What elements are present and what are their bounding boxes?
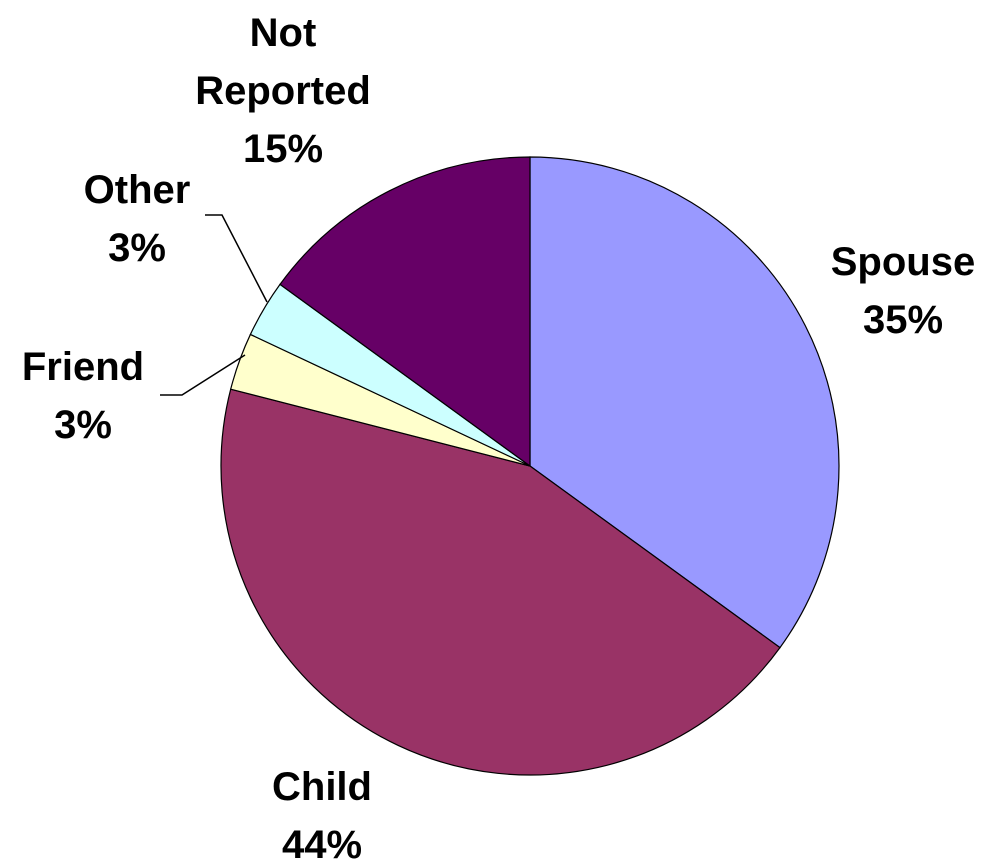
category-label: Not Reported <box>195 11 371 113</box>
slice-label: Not Reported 15% <box>193 4 373 178</box>
category-label: Child <box>272 765 372 809</box>
pie-slice <box>529 156 840 649</box>
slice-label: Spouse 35% <box>793 233 993 349</box>
category-label: Other <box>83 168 191 212</box>
category-label: Spouse <box>830 240 976 284</box>
slice-label: Child 44% <box>212 758 432 863</box>
pie-slice <box>279 156 531 468</box>
slices <box>220 156 840 776</box>
value-label: 3% <box>108 226 166 270</box>
leader-line <box>205 214 268 303</box>
slice-label: Other 3% <box>37 161 237 277</box>
value-label: 15% <box>242 127 324 171</box>
pie-slice <box>220 388 781 776</box>
slice-label: Friend 3% <box>0 338 183 454</box>
category-label: Friend <box>21 345 145 389</box>
value-label: 35% <box>862 298 944 342</box>
value-label: 44% <box>281 823 363 863</box>
value-label: 3% <box>54 403 112 447</box>
leader-line <box>160 354 246 396</box>
